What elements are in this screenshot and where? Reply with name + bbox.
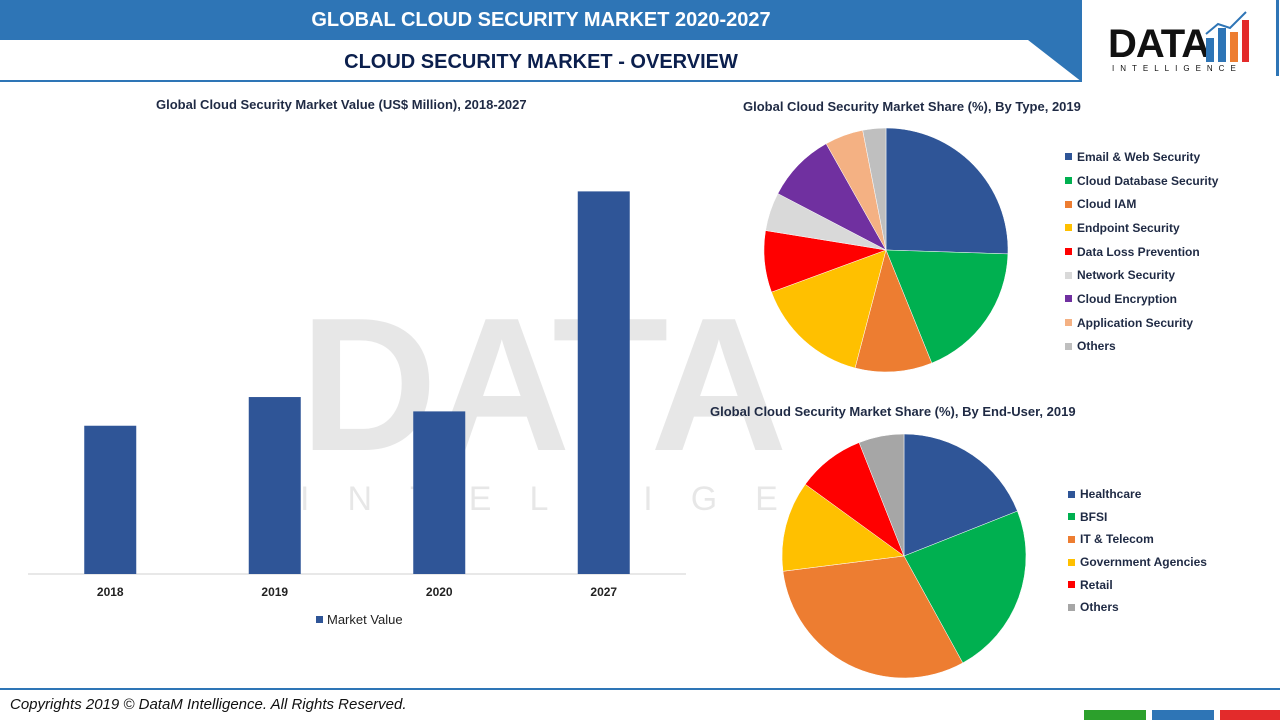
legend-swatch xyxy=(1065,248,1072,256)
legend-item: Retail xyxy=(1068,573,1207,596)
pie-slice-others xyxy=(862,127,887,251)
legend-swatch xyxy=(316,616,323,623)
legend-label: Retail xyxy=(1080,577,1113,592)
bar-2019 xyxy=(248,397,301,574)
legend-item: Cloud Encryption xyxy=(1065,287,1218,311)
legend-swatch xyxy=(1068,513,1075,521)
legend-item: Government Agencies xyxy=(1068,551,1207,574)
bar-2018 xyxy=(84,425,137,574)
legend-label: Others xyxy=(1077,339,1116,354)
type-pie-title: Global Cloud Security Market Share (%), … xyxy=(743,99,1081,114)
footer-accent-green xyxy=(1084,710,1146,720)
bar-legend-label: Market Value xyxy=(327,612,403,627)
legend-item: Healthcare xyxy=(1068,483,1207,506)
pie-slice-others xyxy=(858,433,905,557)
copyright-text: Copyrights 2019 © DataM Intelligence. Al… xyxy=(10,696,407,713)
logo-bars-icon xyxy=(1205,11,1249,62)
enduser-pie-chart xyxy=(781,433,1027,679)
legend-swatch xyxy=(1065,319,1072,327)
x-tick-label: 2019 xyxy=(261,585,288,599)
enduser-pie-title: Global Cloud Security Market Share (%), … xyxy=(710,404,1076,419)
legend-item: IT & Telecom xyxy=(1068,528,1207,551)
legend-swatch xyxy=(1068,603,1075,611)
pie-slice-it-telecom xyxy=(782,555,964,679)
legend-label: Application Security xyxy=(1077,315,1194,330)
footer-line xyxy=(0,688,1280,690)
subtitle-underline xyxy=(0,80,1082,82)
legend-swatch xyxy=(1068,535,1075,543)
legend-label: Network Security xyxy=(1077,268,1176,283)
bar-2027 xyxy=(577,191,630,574)
legend-item: Network Security xyxy=(1065,263,1218,287)
page-subtitle: CLOUD SECURITY MARKET - OVERVIEW xyxy=(344,51,738,73)
header-corner xyxy=(1028,40,1082,82)
legend-label: Others xyxy=(1080,600,1119,615)
bar-2020 xyxy=(413,411,466,574)
legend-label: Cloud Database Security xyxy=(1077,173,1219,188)
logo-text: DATA xyxy=(1108,22,1210,66)
logo-divider xyxy=(1276,0,1279,76)
page-title: GLOBAL CLOUD SECURITY MARKET 2020-2027 xyxy=(311,9,771,31)
type-pie-chart xyxy=(763,127,1009,373)
pie-slice-bfsi xyxy=(903,510,1027,664)
legend-label: IT & Telecom xyxy=(1080,532,1154,547)
legend-swatch xyxy=(1068,581,1075,589)
enduser-pie-legend: Healthcare BFSI IT & Telecom Government Age… xyxy=(1068,483,1207,619)
legend-label: Cloud IAM xyxy=(1077,197,1137,212)
legend-swatch xyxy=(1065,200,1072,208)
bar-legend: Market Value xyxy=(316,612,403,627)
pie-slice-endpoint-security xyxy=(771,249,887,369)
pie-slice-government-agencies xyxy=(781,483,905,572)
legend-item: BFSI xyxy=(1068,506,1207,529)
legend-label: Cloud Encryption xyxy=(1077,291,1177,306)
legend-item: Others xyxy=(1068,596,1207,619)
legend-swatch xyxy=(1068,490,1075,498)
legend-swatch xyxy=(1065,153,1072,161)
pie-slice-cloud-database-security xyxy=(885,249,1009,364)
pie-slice-healthcare xyxy=(903,433,1018,557)
datam-logo: DATA INTELLIGENCE xyxy=(1108,6,1254,76)
legend-item: Data Loss Prevention xyxy=(1065,240,1218,264)
type-pie-legend: Email & Web Security Cloud Database Secur… xyxy=(1065,145,1218,358)
legend-item: Email & Web Security xyxy=(1065,145,1218,169)
legend-label: Email & Web Security xyxy=(1077,149,1201,164)
bar-chart-title: Global Cloud Security Market Value (US$ … xyxy=(156,97,527,112)
legend-item: Application Security xyxy=(1065,311,1218,335)
x-tick-label: 2018 xyxy=(97,585,124,599)
footer-accent-red xyxy=(1220,710,1280,720)
legend-label: Government Agencies xyxy=(1080,555,1207,570)
x-tick-label: 2020 xyxy=(426,585,453,599)
legend-label: Healthcare xyxy=(1080,487,1142,502)
legend-label: Data Loss Prevention xyxy=(1077,244,1200,259)
legend-item: Others xyxy=(1065,335,1218,359)
legend-label: Endpoint Security xyxy=(1077,220,1180,235)
header-band xyxy=(0,0,1082,40)
logo-subtext: INTELLIGENCE xyxy=(1112,64,1242,73)
legend-swatch xyxy=(1065,342,1072,350)
bar-chart: 2018 2019 2020 2027 xyxy=(28,191,686,599)
legend-swatch xyxy=(1065,271,1072,279)
legend-swatch xyxy=(1065,295,1072,303)
legend-item: Endpoint Security xyxy=(1065,216,1218,240)
legend-item: Cloud Database Security xyxy=(1065,169,1218,193)
legend-swatch xyxy=(1068,558,1075,566)
legend-label: BFSI xyxy=(1080,509,1108,524)
legend-item: Cloud IAM xyxy=(1065,192,1218,216)
footer-accent-blue xyxy=(1152,710,1214,720)
x-tick-label: 2027 xyxy=(590,585,617,599)
legend-swatch xyxy=(1065,224,1072,232)
pie-slice-email-web-security xyxy=(885,127,1009,255)
pie-slice-cloud-iam xyxy=(854,249,933,373)
legend-swatch xyxy=(1065,177,1072,185)
